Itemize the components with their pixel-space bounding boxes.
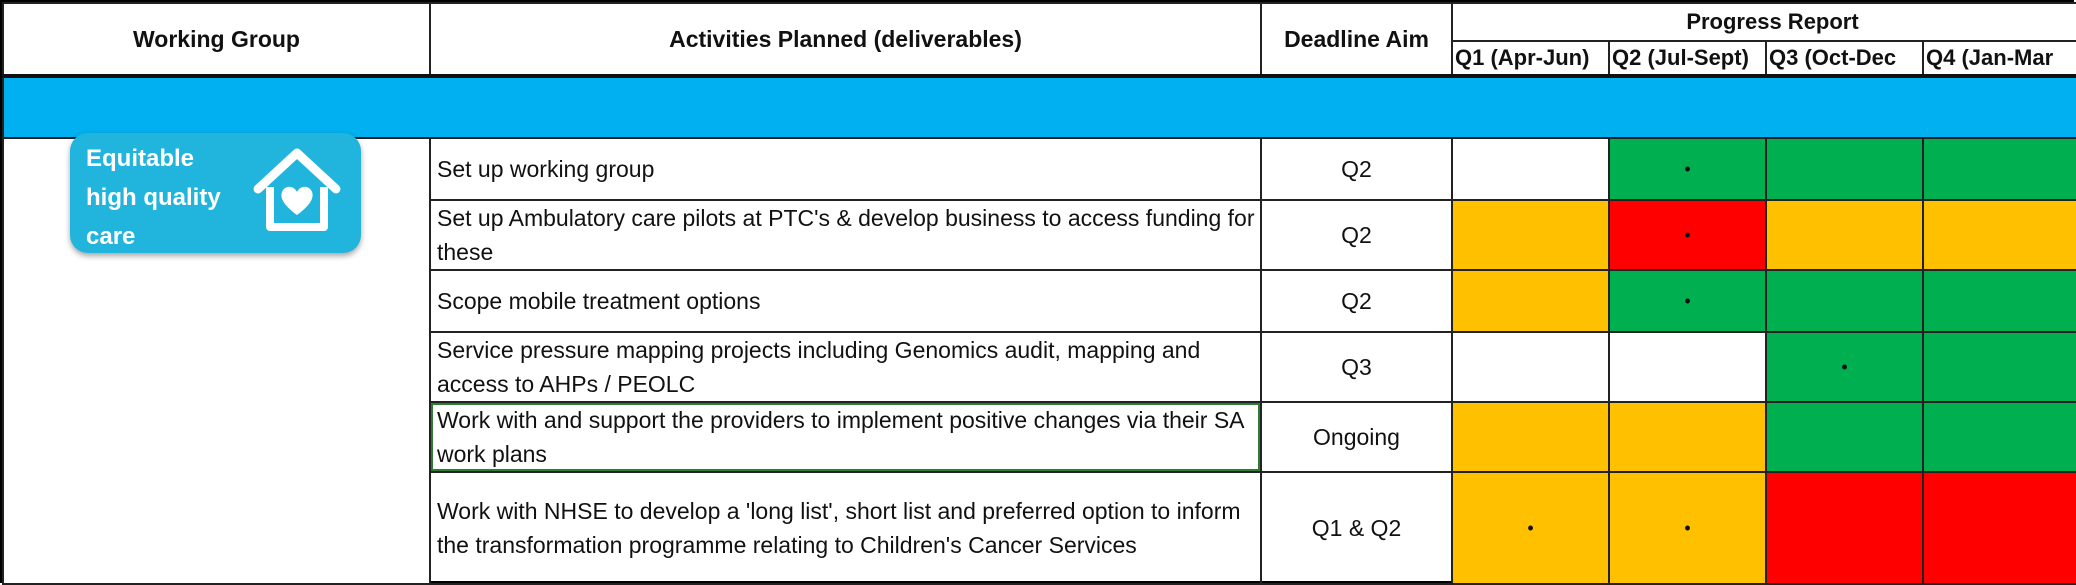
- deadline-cell: Q2: [1260, 269, 1453, 333]
- status-cell-q4: [1921, 199, 2076, 271]
- status-cell-q1: [1451, 269, 1610, 333]
- status-cell-q1: •: [1451, 471, 1610, 585]
- header-deadline: Deadline Aim: [1260, 2, 1453, 77]
- activity-cell: Work with NHSE to develop a 'long list',…: [429, 471, 1262, 585]
- working-group-badge: Equitable high quality care: [70, 133, 361, 253]
- status-cell-q2: [1608, 401, 1767, 473]
- activity-cell: Set up Ambulatory care pilots at PTC's &…: [429, 199, 1262, 271]
- header-q4: Q4 (Jan-Mar: [1921, 40, 2076, 77]
- table-row: Set up Ambulatory care pilots at PTC's &…: [3, 199, 2076, 271]
- status-cell-q4: [1921, 401, 2076, 473]
- table-row: Work with NHSE to develop a 'long list',…: [3, 471, 2076, 585]
- table-row: Scope mobile treatment options Q2 •: [3, 269, 2076, 333]
- status-cell-q4: [1921, 331, 2076, 403]
- status-cell-q4: [1921, 471, 2076, 585]
- status-cell-q3: •: [1765, 331, 1924, 403]
- house-heart-icon: [253, 148, 341, 231]
- header-working-group: Working Group: [2, 2, 431, 77]
- header-progress-report: Progress Report: [1450, 2, 2076, 42]
- header-q2: Q2 (Jul-Sept): [1608, 40, 1767, 77]
- status-cell-q3: [1765, 137, 1924, 201]
- header-q3: Q3 (Oct-Dec: [1765, 40, 1924, 77]
- deadline-cell: Q2: [1260, 199, 1453, 271]
- status-cell-q4: [1921, 137, 2076, 201]
- table-row: Set up working group Q2 •: [2, 137, 2076, 585]
- badge-line: high quality: [86, 184, 221, 211]
- status-cell-q2: •: [1608, 269, 1767, 333]
- deadline-cell: Q2: [1260, 137, 1453, 201]
- badge-line: Equitable: [86, 145, 195, 172]
- table-row: Work with and support the providers to i…: [3, 401, 2076, 473]
- activity-cell: Work with and support the providers to i…: [429, 401, 1262, 473]
- status-cell-q1: [1451, 331, 1610, 403]
- badge-line: care: [86, 223, 136, 250]
- deadline-cell: Ongoing: [1260, 401, 1453, 473]
- section-band: [1, 74, 2076, 139]
- status-cell-q3: [1765, 471, 1924, 585]
- status-cell-q3: [1765, 401, 1924, 473]
- status-cell-q2: [1608, 331, 1767, 403]
- deadline-cell: Q3: [1260, 331, 1453, 403]
- header-activities: Activities Planned (deliverables): [429, 2, 1262, 77]
- activity-cell: Scope mobile treatment options: [429, 269, 1262, 333]
- status-cell-q3: [1765, 269, 1924, 333]
- status-cell-q2: •: [1608, 137, 1767, 201]
- status-cell-q2: •: [1608, 471, 1767, 585]
- status-cell-q3: [1765, 199, 1924, 271]
- activity-cell: Set up working group: [429, 137, 1262, 201]
- badge-text: Equitable high quality care: [86, 139, 221, 256]
- status-cell-q4: [1921, 269, 2076, 333]
- activity-cell: Service pressure mapping projects includ…: [429, 331, 1262, 403]
- status-cell-q2: •: [1608, 199, 1767, 271]
- header-q1: Q1 (Apr-Jun): [1451, 40, 1610, 77]
- status-cell-q1: [1451, 401, 1610, 473]
- deadline-cell: Q1 & Q2: [1260, 471, 1453, 585]
- status-cell-q1: [1451, 137, 1610, 201]
- status-cell-q1: [1451, 199, 1610, 271]
- table-row: Service pressure mapping projects includ…: [3, 331, 2076, 403]
